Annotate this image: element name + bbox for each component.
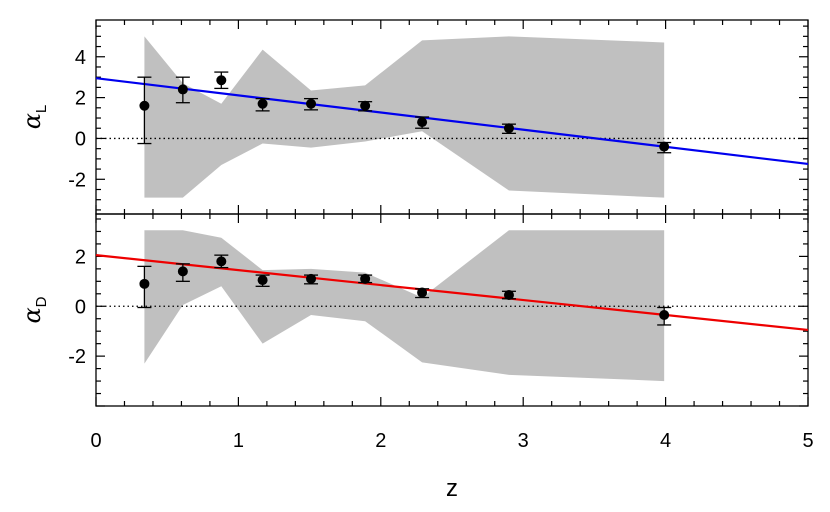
y-tick-label: -2 — [68, 346, 86, 368]
plot-frame — [95, 213, 809, 407]
data-point — [417, 117, 428, 128]
data-point — [216, 75, 227, 86]
data-point — [177, 266, 188, 277]
x-tick-label: 5 — [802, 430, 813, 452]
panel-alpha-d: -2 0 2 αD — [18, 213, 809, 407]
fit-line — [95, 77, 809, 166]
data-point — [659, 309, 670, 320]
data-point — [257, 98, 268, 109]
data-point — [257, 275, 268, 286]
data-point — [139, 278, 150, 289]
y-tick-label: 2 — [75, 246, 86, 268]
panel-alpha-l: -2 0 2 4 αL — [18, 19, 809, 215]
y-tick-label: 0 — [75, 296, 86, 318]
uncertainty-band — [144, 36, 665, 198]
data-point — [177, 84, 188, 95]
y-tick-label: 2 — [75, 88, 86, 110]
y-tick-label: -2 — [68, 169, 86, 191]
data-point — [503, 123, 514, 134]
data-point — [503, 290, 514, 301]
x-axis-tick-labels: 0 1 2 3 4 5 — [90, 430, 813, 452]
data-point — [216, 256, 227, 267]
x-axis-title: z — [446, 475, 458, 502]
x-tick-label: 4 — [660, 430, 671, 452]
data-point — [306, 98, 317, 109]
data-point — [139, 100, 150, 111]
data-point — [659, 141, 670, 152]
data-point — [360, 273, 371, 284]
x-tick-label: 0 — [90, 430, 101, 452]
x-tick-label: 3 — [518, 430, 529, 452]
y-tick-label: 4 — [75, 47, 86, 69]
y-axis-title: αL — [18, 105, 50, 130]
uncertainty-band — [144, 230, 665, 382]
data-point — [417, 287, 428, 298]
y-tick-label: 0 — [75, 128, 86, 150]
x-tick-label: 2 — [375, 430, 386, 452]
data-point — [306, 273, 317, 284]
y-axis-title: αD — [18, 296, 50, 323]
x-tick-label: 1 — [233, 430, 244, 452]
data-point — [360, 100, 371, 111]
